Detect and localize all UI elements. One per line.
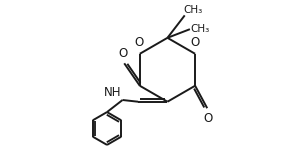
Text: O: O <box>135 36 144 49</box>
Text: O: O <box>119 47 128 60</box>
Text: NH: NH <box>104 86 122 99</box>
Text: CH₃: CH₃ <box>184 5 203 15</box>
Text: O: O <box>204 112 213 125</box>
Text: O: O <box>191 36 200 49</box>
Text: CH₃: CH₃ <box>191 24 210 34</box>
